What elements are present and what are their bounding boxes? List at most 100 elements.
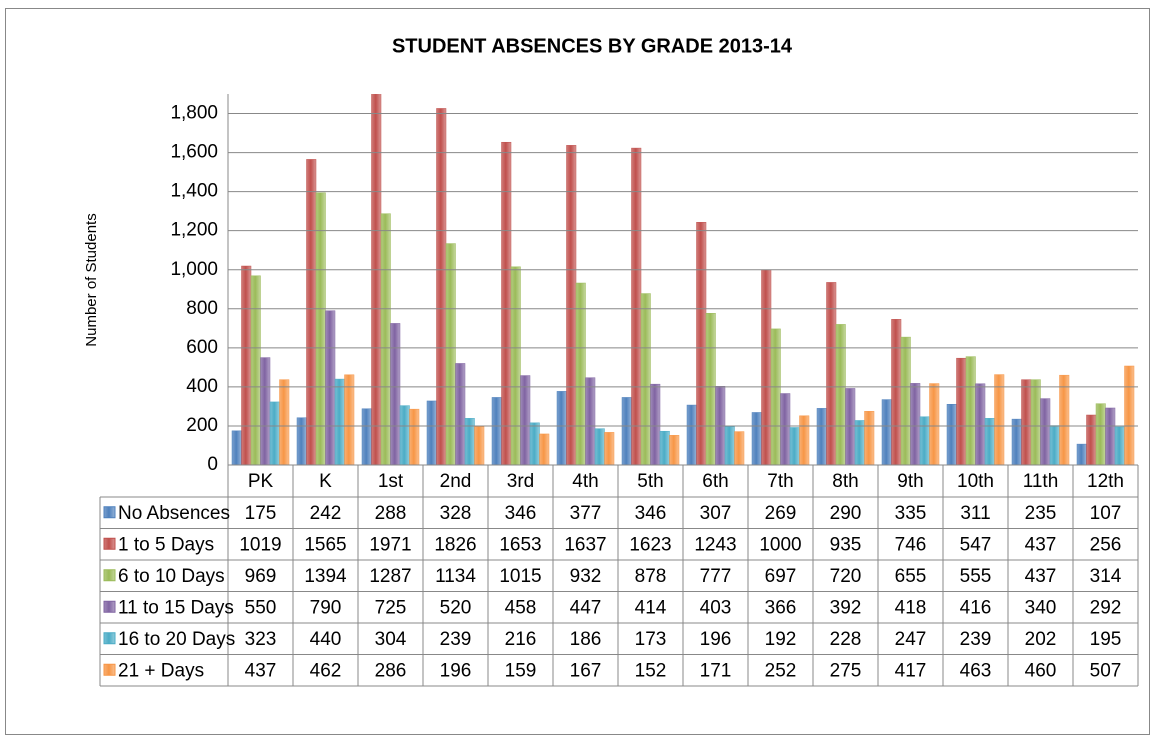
table-value: 697 [765, 566, 797, 587]
bar [315, 192, 326, 466]
table-value: 392 [830, 597, 862, 618]
chart-border [5, 8, 1150, 735]
bar [761, 269, 772, 466]
table-value: 286 [375, 660, 407, 681]
table-value: 247 [895, 629, 927, 650]
bar [929, 383, 940, 466]
bar [445, 243, 456, 466]
bar [669, 435, 680, 466]
table-value: 340 [1025, 597, 1057, 618]
table-value: 1971 [369, 534, 411, 555]
table-value: 242 [310, 503, 342, 524]
bar [529, 422, 540, 466]
table-value: 314 [1090, 566, 1122, 587]
bar [1086, 414, 1097, 466]
table-value: 550 [245, 597, 277, 618]
table-value: 725 [375, 597, 407, 618]
table-value: 1287 [369, 566, 411, 587]
bar [1030, 379, 1041, 466]
bar [279, 379, 290, 466]
y-tick-label: 1,600 [170, 142, 218, 163]
bar [594, 428, 605, 466]
table-value: 655 [895, 566, 927, 587]
table-value: 1243 [694, 534, 736, 555]
table-value: 1134 [435, 566, 476, 587]
table-value: 152 [635, 660, 667, 681]
x-tick-label: 10th [957, 471, 994, 492]
bar [1076, 443, 1087, 466]
table-value: 239 [440, 629, 472, 650]
bar [539, 433, 550, 466]
table-value: 437 [245, 660, 277, 681]
x-tick-label: 8th [832, 471, 858, 492]
bar [705, 313, 716, 466]
table-value: 1565 [304, 534, 346, 555]
table-value: 790 [310, 597, 342, 618]
y-tick-label: 1,200 [170, 220, 218, 241]
x-tick-label: 4th [572, 471, 598, 492]
table-value: 292 [1090, 597, 1122, 618]
legend-swatch [103, 506, 116, 519]
bar [1105, 407, 1116, 466]
table-value: 159 [505, 660, 537, 681]
table-value: 275 [830, 660, 862, 681]
table-value: 463 [960, 660, 992, 681]
bar [426, 400, 437, 466]
bar [734, 431, 745, 466]
bar [946, 404, 957, 466]
table-value: 239 [960, 629, 992, 650]
y-tick-label: 200 [186, 415, 218, 436]
bar [640, 293, 651, 466]
table-value: 1015 [499, 566, 541, 587]
bar [631, 147, 642, 466]
table-value: 196 [700, 629, 732, 650]
bar [686, 404, 697, 466]
x-tick-label: 2nd [440, 471, 472, 492]
bar [881, 399, 892, 466]
table-value: 323 [245, 629, 277, 650]
bar [1059, 374, 1070, 466]
table-value: 460 [1025, 660, 1057, 681]
table-value: 1637 [564, 534, 606, 555]
bar [650, 383, 661, 466]
x-tick-label: 5th [637, 471, 663, 492]
legend-label: 6 to 10 Days [118, 566, 225, 587]
table-value: 932 [570, 566, 602, 587]
table-value: 462 [310, 660, 342, 681]
bar [371, 94, 382, 466]
bar [231, 430, 242, 466]
y-tick-label: 1,000 [170, 259, 218, 280]
table-value: 1826 [434, 534, 476, 555]
bar [780, 393, 791, 466]
y-tick-label: 800 [186, 298, 218, 319]
bar [1114, 426, 1125, 466]
bar [770, 328, 781, 466]
bar [399, 405, 410, 466]
bar [361, 408, 372, 466]
table-value: 440 [310, 629, 342, 650]
x-tick-label: K [319, 471, 332, 492]
bar [724, 426, 735, 466]
x-tick-label: 1st [378, 471, 404, 492]
bar [900, 336, 911, 466]
bar [659, 430, 670, 466]
table-value: 447 [570, 597, 602, 618]
table-value: 228 [830, 629, 862, 650]
table-value: 935 [830, 534, 862, 555]
bar [956, 357, 967, 466]
bar [751, 412, 762, 466]
bar [1049, 425, 1060, 466]
bar [491, 397, 502, 466]
x-tick-label: PK [248, 471, 274, 492]
table-value: 878 [635, 566, 667, 587]
bar [816, 408, 827, 466]
bar [241, 265, 252, 466]
table-value: 1019 [239, 534, 281, 555]
legend-label: No Absences [118, 503, 230, 524]
bar [965, 356, 976, 466]
table-value: 186 [570, 629, 602, 650]
y-tick-label: 0 [207, 454, 218, 475]
table-value: 304 [375, 629, 407, 650]
bar [910, 383, 921, 466]
table-value: 290 [830, 503, 862, 524]
